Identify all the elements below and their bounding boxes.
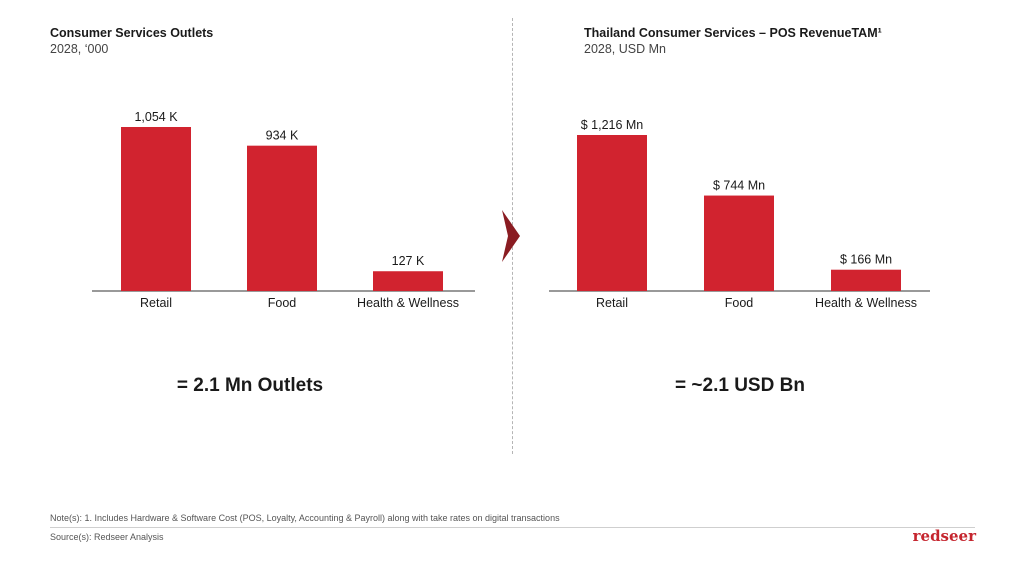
category-label-health-wellness: Health & Wellness xyxy=(815,296,917,310)
redseer-logo: redseer xyxy=(912,527,976,545)
footer-rule xyxy=(50,527,975,528)
source-note: Source(s): Redseer Analysis xyxy=(50,532,164,542)
data-label-retail: 1,054 K xyxy=(134,110,178,124)
outlets-bar-chart: 1,054 K Retail 934 K Food 127 K Health & Well… xyxy=(92,110,475,310)
footnote: Note(s): 1. Includes Hardware & Software… xyxy=(50,513,560,523)
right-chart-subtitle: 2028, USD Mn xyxy=(584,42,666,56)
bar-retail xyxy=(577,135,647,291)
bar-health-wellness xyxy=(831,269,901,291)
bar-food xyxy=(704,195,774,291)
bar-food xyxy=(247,145,317,291)
data-label-health-wellness: 127 K xyxy=(392,254,425,268)
category-label-health-wellness: Health & Wellness xyxy=(357,296,459,310)
outlets-summary: = 2.1 Mn Outlets xyxy=(176,375,324,396)
chevron-right-icon xyxy=(498,210,524,267)
bar-retail xyxy=(121,127,191,291)
left-chart-title: Consumer Services Outlets xyxy=(50,26,214,40)
right-chart-title: Thailand Consumer Services – POS Revenue… xyxy=(584,26,882,40)
data-label-food: $ 744 Mn xyxy=(713,179,765,193)
data-label-retail: $ 1,216 Mn xyxy=(581,118,644,132)
category-label-retail: Retail xyxy=(140,296,172,310)
category-label-retail: Retail xyxy=(596,296,628,310)
category-label-food: Food xyxy=(725,296,754,310)
data-label-food: 934 K xyxy=(266,129,299,143)
pos-revenue-bar-chart: $ 1,216 Mn Retail $ 744 Mn Food $ 166 Mn Heal… xyxy=(549,118,930,310)
data-label-health-wellness: $ 166 Mn xyxy=(840,253,892,267)
bar-health-wellness xyxy=(373,271,443,291)
left-chart-subtitle: 2028, ‘000 xyxy=(50,42,109,56)
category-label-food: Food xyxy=(268,296,297,310)
revenue-summary: = ~2.1 USD Bn xyxy=(675,375,805,396)
